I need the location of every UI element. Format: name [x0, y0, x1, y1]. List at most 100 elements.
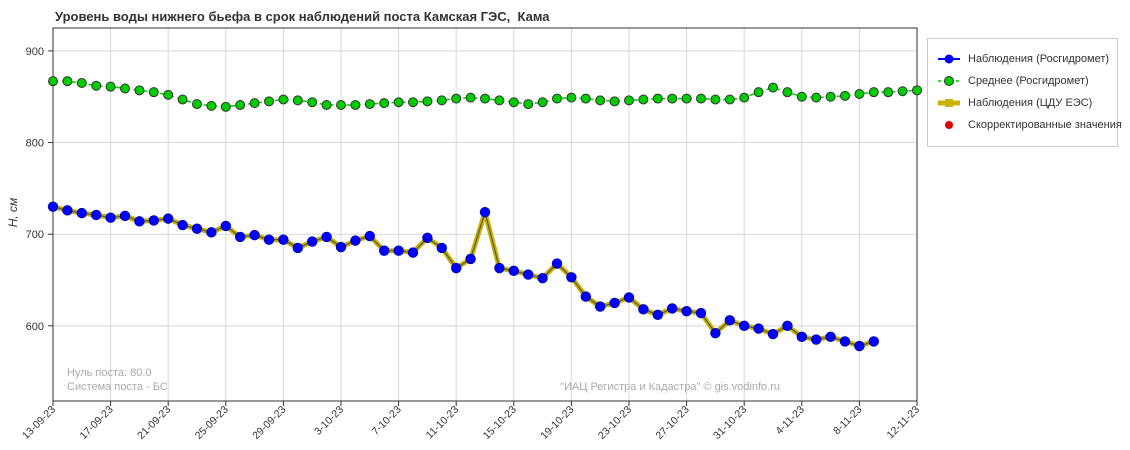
average-point — [292, 95, 303, 106]
average-point — [465, 92, 476, 103]
legend-symbol — [938, 99, 960, 107]
legend-marker — [944, 76, 954, 86]
y-tick-label: 600 — [26, 321, 44, 333]
x-tick-label: 21-09-23 — [135, 404, 173, 442]
legend-label: Наблюдения (ЦДУ ЕЭС) — [968, 97, 1093, 109]
observation-point — [206, 227, 217, 238]
observation-point — [234, 231, 246, 243]
average-point — [364, 99, 375, 110]
average-point — [134, 85, 145, 96]
observation-point — [739, 320, 750, 332]
observation-point — [868, 336, 880, 347]
x-tick-label: 27-10-23 — [654, 404, 692, 442]
observation-point — [379, 245, 390, 256]
observation-point — [191, 223, 203, 234]
x-tick-label: 25-09-23 — [193, 404, 231, 442]
observation-point — [652, 309, 664, 321]
observation-point — [667, 303, 678, 314]
average-point — [307, 97, 318, 108]
average-point — [580, 93, 591, 104]
observation-point — [220, 220, 232, 232]
average-point — [753, 87, 764, 98]
observation-point — [494, 262, 505, 274]
legend-item[interactable]: Среднее (Росгидромет) — [936, 73, 1089, 89]
x-tick-label: 7-10-23 — [370, 404, 404, 438]
gauge-system-note: Система поста - БС — [67, 381, 168, 393]
observation-point — [321, 231, 332, 243]
legend-symbol — [945, 121, 953, 129]
observation-point — [263, 234, 275, 245]
average-point — [883, 87, 894, 98]
average-point — [840, 90, 850, 101]
average-point — [811, 92, 822, 103]
observation-point — [105, 212, 116, 223]
average-point — [494, 95, 505, 106]
average-point — [76, 77, 87, 88]
legend-marker — [945, 121, 953, 129]
chart-title: Уровень воды нижнего бьефа в срок наблюд… — [55, 9, 550, 24]
axes — [48, 27, 918, 406]
observation-point — [566, 272, 577, 283]
average-point — [480, 93, 490, 104]
x-tick-label: 19-10-23 — [538, 404, 576, 442]
y-tick-label: 700 — [26, 229, 44, 241]
gauge-zero-note: Нуль поста: 80.0 — [67, 367, 152, 379]
series-layer — [47, 76, 922, 352]
x-tick-label: 31-10-23 — [711, 404, 749, 442]
average-point — [724, 94, 735, 105]
average-point — [825, 91, 836, 102]
x-tick-label: 29-09-23 — [250, 404, 288, 442]
average-point — [768, 82, 778, 93]
average-point — [667, 93, 678, 104]
average-point — [523, 99, 534, 110]
average-point — [552, 93, 562, 104]
average-point — [120, 83, 130, 94]
observation-point — [134, 216, 145, 227]
average-point — [379, 98, 390, 109]
observation-point — [278, 234, 289, 245]
observation-point — [523, 269, 534, 280]
x-tick-label: 12-11-23 — [884, 404, 922, 442]
observation-point — [595, 301, 606, 312]
average-point — [508, 97, 519, 108]
average-point — [681, 93, 692, 104]
average-point — [436, 95, 447, 106]
legend-marker — [945, 99, 953, 107]
legend-label: Наблюдения (Росгидромет) — [968, 53, 1110, 65]
average-point — [105, 81, 116, 92]
average-point — [652, 93, 663, 104]
average-point — [624, 95, 634, 106]
observation-point — [422, 232, 433, 244]
average-point — [321, 99, 332, 110]
observation-point — [76, 207, 88, 219]
observation-point — [350, 235, 361, 246]
average-point — [609, 96, 620, 107]
legend-item[interactable]: Наблюдения (Росгидромет) — [936, 51, 1109, 67]
observation-point — [782, 320, 793, 332]
legend-symbol — [938, 54, 960, 64]
legend-symbol — [938, 76, 960, 86]
observation-point — [811, 334, 822, 345]
observation-point — [854, 340, 865, 352]
legend-item[interactable]: Наблюдения (ЦДУ ЕЭС) — [936, 95, 1092, 111]
average-point — [595, 95, 606, 106]
legend-item[interactable]: Скорректированные значения — [936, 117, 1122, 133]
observation-point — [177, 219, 188, 231]
observation-point — [724, 315, 736, 326]
observation-point — [681, 305, 692, 317]
average-point — [566, 92, 577, 103]
observation-point — [839, 336, 851, 347]
average-point — [177, 94, 188, 105]
observation-point — [508, 265, 520, 277]
observation-point — [62, 205, 73, 216]
average-point — [192, 99, 202, 110]
x-tick-label: 13-09-23 — [20, 404, 58, 442]
average-point — [62, 76, 73, 87]
observation-point — [623, 292, 635, 303]
legend-marker — [944, 54, 954, 64]
observation-point — [90, 209, 102, 221]
average-point — [264, 96, 274, 107]
legend-label: Среднее (Росгидромет) — [968, 75, 1089, 87]
y-axis-label: H, см — [6, 198, 20, 228]
